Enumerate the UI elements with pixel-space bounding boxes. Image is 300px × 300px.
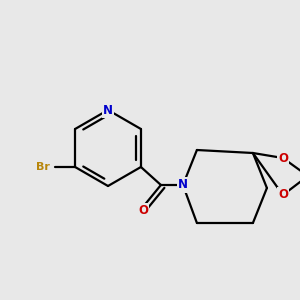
- Text: N: N: [178, 178, 188, 191]
- Text: Br: Br: [36, 162, 50, 172]
- Text: O: O: [278, 152, 288, 164]
- Text: O: O: [278, 188, 288, 202]
- Text: N: N: [103, 103, 113, 116]
- Text: O: O: [138, 205, 148, 218]
